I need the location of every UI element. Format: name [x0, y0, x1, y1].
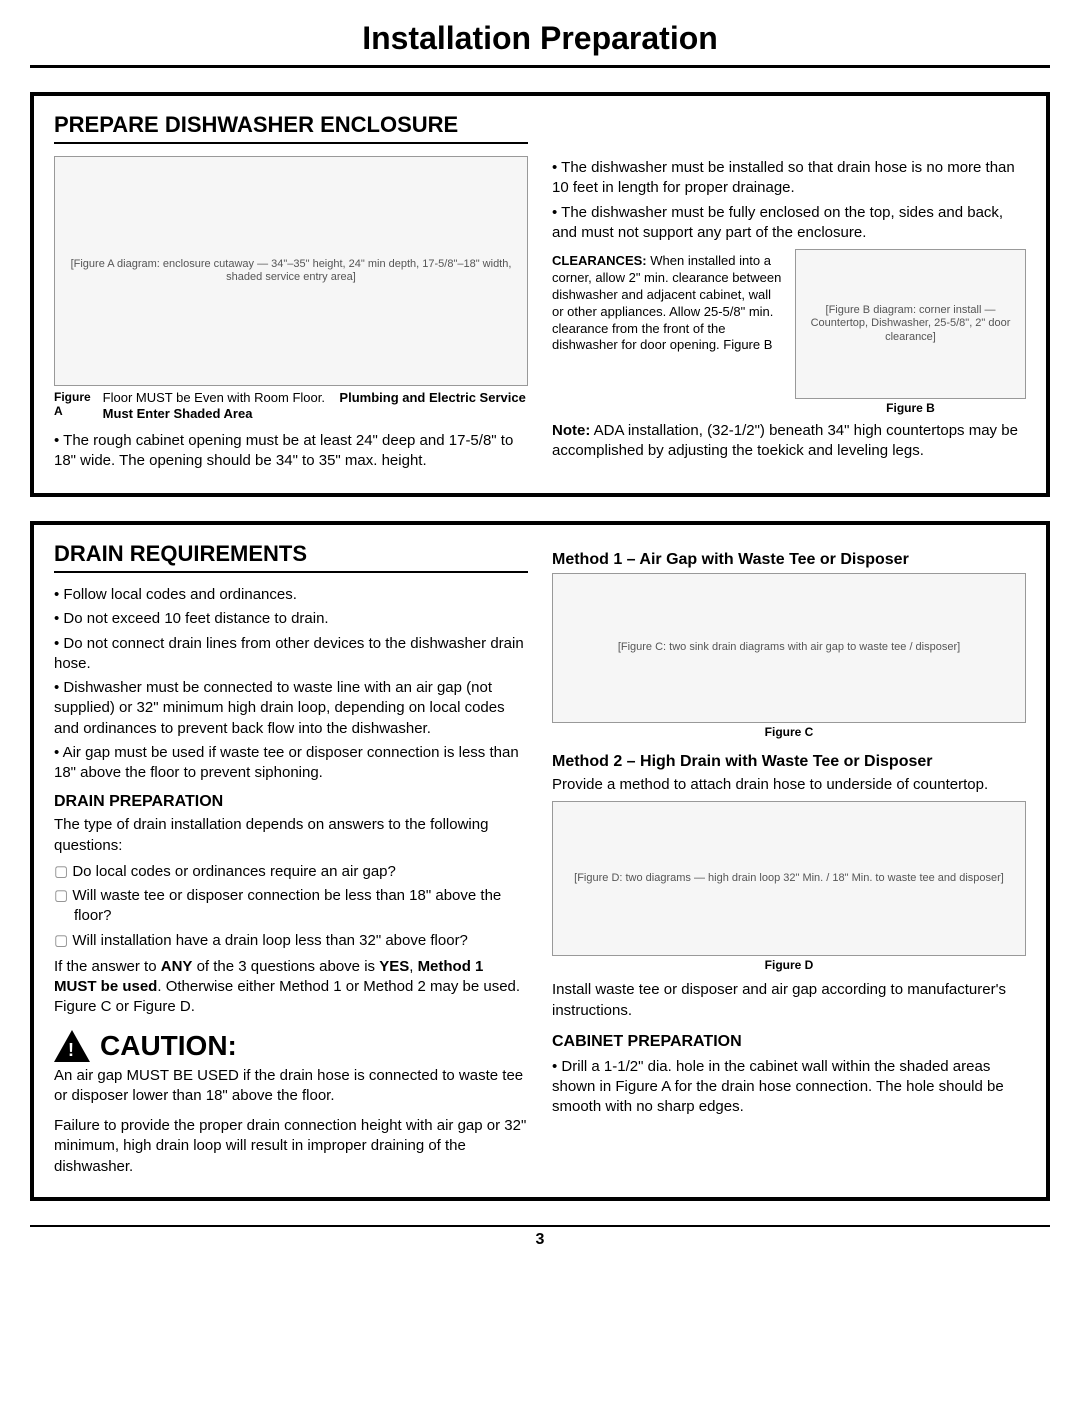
answer-any: ANY — [161, 958, 193, 975]
figure-d-label: Figure D — [552, 958, 1026, 972]
method2-intro: Provide a method to attach drain hose to… — [552, 775, 1026, 795]
caution-p2: Failure to provide the proper drain conn… — [54, 1116, 528, 1177]
enclosure-heading: PREPARE DISHWASHER ENCLOSURE — [54, 112, 528, 144]
figure-d-diagram: [Figure D: two diagrams — high drain loo… — [552, 801, 1026, 956]
figure-a-caption: Floor MUST be Even with Room Floor. Plum… — [103, 390, 528, 423]
caution-label: CAUTION: — [100, 1030, 237, 1062]
enclosure-bullet-1: The rough cabinet opening must be at lea… — [54, 431, 528, 472]
method1-heading: Method 1 – Air Gap with Waste Tee or Dis… — [552, 551, 1026, 569]
drain-req-1: Follow local codes and ordinances. — [54, 585, 528, 605]
answer-pre: If the answer to — [54, 958, 161, 975]
enclosure-bullet-2: The dishwasher must be installed so that… — [552, 158, 1026, 199]
drain-left-col: DRAIN REQUIREMENTS Follow local codes an… — [54, 541, 528, 1181]
figure-a-floor-note: Floor MUST be Even with Room Floor. — [103, 390, 325, 405]
drain-req-5: Air gap must be used if waste tee or dis… — [54, 743, 528, 784]
ada-note: Note: ADA installation, (32-1/2") beneat… — [552, 421, 1026, 462]
clearances-text: CLEARANCES: When installed into a corner… — [552, 253, 783, 411]
cabinet-prep-bullet: Drill a 1-1/2" dia. hole in the cabinet … — [552, 1057, 1026, 1118]
figure-a-diagram: [Figure A diagram: enclosure cutaway — 3… — [54, 156, 528, 386]
clearances-label: CLEARANCES: — [552, 253, 647, 268]
drain-req-4: Dishwasher must be connected to waste li… — [54, 678, 528, 739]
figure-a-label: Figure A — [54, 390, 91, 418]
drain-question-3: Will installation have a drain loop less… — [54, 931, 528, 951]
cabinet-prep-heading: CABINET PREPARATION — [552, 1033, 1026, 1051]
drain-question-2: Will waste tee or disposer connection be… — [54, 886, 528, 927]
figure-b-diagram: [Figure B diagram: corner install — Coun… — [795, 249, 1026, 399]
note-body: ADA installation, (32-1/2") beneath 34" … — [552, 422, 1018, 459]
method2-after: Install waste tee or disposer and air ga… — [552, 980, 1026, 1021]
drain-req-2: Do not exceed 10 feet distance to drain. — [54, 609, 528, 629]
drain-heading: DRAIN REQUIREMENTS — [54, 541, 528, 573]
method2-heading: Method 2 – High Drain with Waste Tee or … — [552, 753, 1026, 771]
drain-question-1: Do local codes or ordinances require an … — [54, 862, 528, 882]
drain-req-3: Do not connect drain lines from other de… — [54, 634, 528, 675]
enclosure-right-col: The dishwasher must be installed so that… — [552, 112, 1026, 477]
drain-right-col: Method 1 – Air Gap with Waste Tee or Dis… — [552, 541, 1026, 1181]
warning-icon — [54, 1030, 90, 1062]
drain-answer-para: If the answer to ANY of the 3 questions … — [54, 957, 528, 1018]
answer-mid: of the 3 questions above is — [192, 958, 379, 975]
note-label: Note: — [552, 422, 590, 439]
answer-yes: YES — [379, 958, 409, 975]
drain-prep-heading: DRAIN PREPARATION — [54, 793, 528, 811]
page-number: 3 — [30, 1225, 1050, 1249]
figure-c-diagram: [Figure C: two sink drain diagrams with … — [552, 573, 1026, 723]
figure-c-label: Figure C — [552, 725, 1026, 739]
page-title: Installation Preparation — [30, 20, 1050, 68]
enclosure-box: PREPARE DISHWASHER ENCLOSURE [Figure A d… — [30, 92, 1050, 497]
caution-row: CAUTION: — [54, 1030, 528, 1062]
drain-box: DRAIN REQUIREMENTS Follow local codes an… — [30, 521, 1050, 1201]
figure-b-label: Figure B — [795, 401, 1026, 415]
enclosure-bullet-3: The dishwasher must be fully enclosed on… — [552, 203, 1026, 244]
caution-p1: An air gap MUST BE USED if the drain hos… — [54, 1066, 528, 1107]
enclosure-left-col: PREPARE DISHWASHER ENCLOSURE [Figure A d… — [54, 112, 528, 477]
answer-post1: , — [409, 958, 417, 975]
drain-prep-intro: The type of drain installation depends o… — [54, 815, 528, 856]
